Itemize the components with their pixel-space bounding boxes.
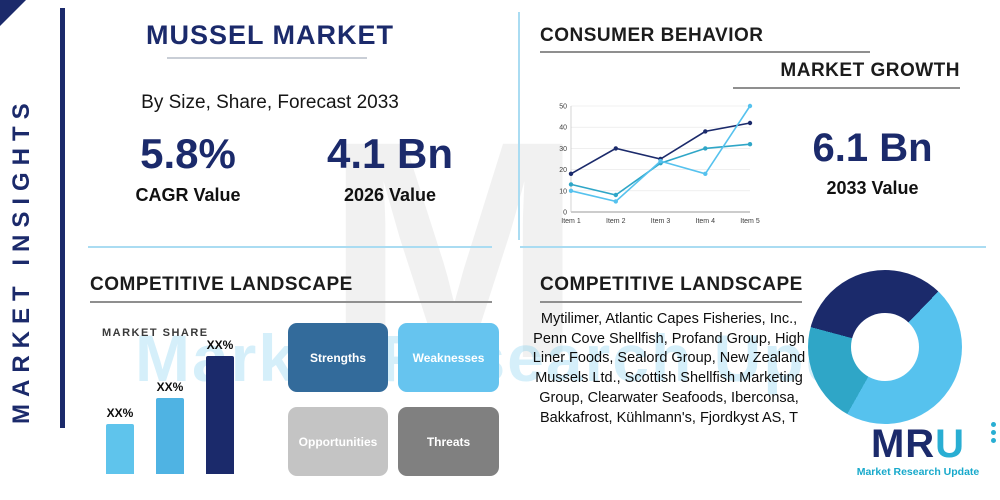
- competitive-landscape-left-heading: COMPETITIVE LANDSCAPE: [90, 274, 353, 295]
- logo-letter-m: M: [870, 422, 906, 466]
- donut-hole: [851, 313, 919, 381]
- svg-text:Item 2: Item 2: [606, 218, 626, 225]
- competitive-landscape-right-heading: COMPETITIVE LANDSCAPE: [540, 274, 803, 295]
- market-insights-vertical-label: MARKET INSIGHTS: [8, 96, 35, 424]
- bar: [156, 398, 184, 474]
- bar-1: XX%: [106, 406, 134, 474]
- svg-text:Item 4: Item 4: [696, 218, 716, 225]
- title-underline: [167, 57, 367, 59]
- market-share-label: MARKET SHARE: [102, 327, 209, 339]
- horizontal-divider-right: [520, 246, 986, 248]
- value-2026-stat: 4.1 Bn 2026 Value: [310, 133, 470, 206]
- market-growth-heading: MARKET GROWTH: [780, 60, 960, 81]
- page-subtitle: By Size, Share, Forecast 2033: [141, 92, 399, 113]
- bar: [206, 356, 234, 474]
- svg-text:0: 0: [563, 210, 567, 217]
- bar-value-label: XX%: [206, 338, 234, 352]
- value-2026-label: 2026 Value: [343, 185, 437, 205]
- logo-letter-r: R: [905, 422, 936, 466]
- svg-text:20: 20: [559, 167, 567, 174]
- svg-text:Item 1: Item 1: [561, 218, 581, 225]
- consumer-behavior-underline: [540, 51, 870, 53]
- vertical-rule: [60, 8, 65, 428]
- mru-logo: MRU Market Research Update: [838, 422, 998, 478]
- bar-3: XX%: [206, 338, 234, 474]
- horizontal-divider-left: [88, 246, 492, 248]
- bar: [106, 424, 134, 474]
- swot-opportunities: Opportunities: [288, 407, 388, 476]
- vertical-divider: [518, 12, 520, 240]
- consumer-behavior-heading: CONSUMER BEHAVIOR: [540, 25, 764, 46]
- value-2033: 6.1 Bn: [812, 126, 933, 170]
- corner-triangle-decoration: [0, 0, 26, 26]
- logo-letter-u: U: [935, 422, 966, 466]
- logo-text: MRU: [838, 424, 998, 464]
- value-2026: 4.1 Bn: [326, 130, 454, 177]
- logo-dots-decoration: [991, 422, 996, 443]
- bar-2: XX%: [156, 380, 184, 474]
- value-2033-label: 2033 Value: [826, 178, 919, 198]
- companies-list: Mytilimer, Atlantic Capes Fisheries, Inc…: [532, 311, 806, 426]
- cagr-stat: 5.8% CAGR Value: [108, 133, 268, 206]
- swot-grid: Strengths Weaknesses Opportunities Threa…: [288, 323, 499, 476]
- competitive-landscape-left-underline: [90, 301, 492, 303]
- competitive-landscape-donut-chart: [808, 270, 962, 424]
- market-growth-line-chart: 0 10 20 30 40 50 Item 1 Item 2 Item 3 Item 4 Item …: [559, 104, 760, 226]
- swot-strengths: Strengths: [288, 323, 388, 392]
- svg-text:30: 30: [559, 146, 567, 153]
- market-share-bar-chart: XX% XX% XX%: [106, 334, 266, 474]
- swot-threats: Threats: [398, 407, 499, 476]
- svg-text:Item 3: Item 3: [651, 218, 671, 225]
- svg-text:Item 5: Item 5: [740, 218, 760, 225]
- market-growth-underline: [733, 87, 960, 89]
- bar-value-label: XX%: [106, 406, 134, 420]
- competitive-landscape-right-underline: [540, 301, 802, 303]
- svg-text:50: 50: [559, 104, 567, 111]
- page-title: MUSSEL MARKET: [145, 20, 394, 50]
- bar-value-label: XX%: [156, 380, 184, 394]
- svg-text:10: 10: [559, 188, 567, 195]
- swot-weaknesses: Weaknesses: [398, 323, 499, 392]
- value-2033-stat: 6.1 Bn 2033 Value: [780, 128, 965, 199]
- svg-text:40: 40: [559, 125, 567, 132]
- logo-subtext: Market Research Update: [856, 466, 980, 478]
- cagr-value: 5.8%: [140, 130, 236, 177]
- cagr-label: CAGR Value: [135, 185, 241, 205]
